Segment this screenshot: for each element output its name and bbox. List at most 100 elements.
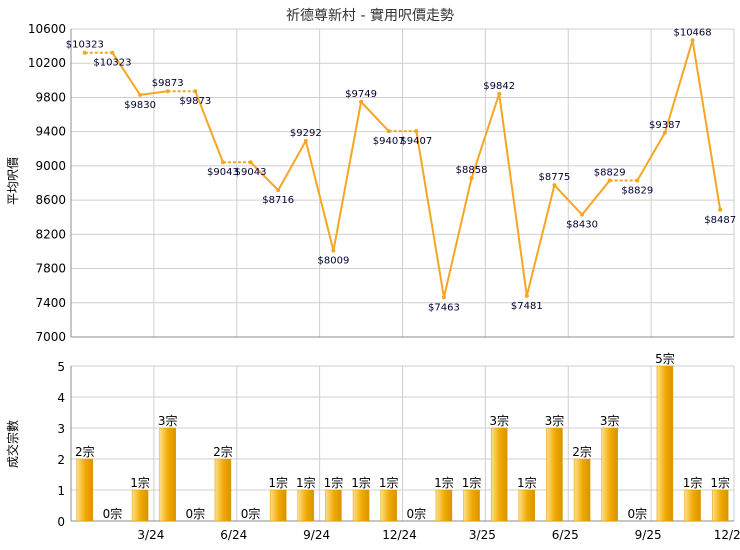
price-data-label: $9292 xyxy=(290,128,322,139)
y-tick-label: 9000 xyxy=(35,159,66,173)
price-data-label: $8775 xyxy=(539,172,571,183)
bar-data-label: 3宗 xyxy=(600,413,620,428)
transaction-bar xyxy=(214,458,232,522)
price-data-label: $9387 xyxy=(649,120,681,131)
bar-data-label: 1宗 xyxy=(324,475,344,490)
x-tick-label: 9/25 xyxy=(635,528,662,542)
bar-data-label: 0宗 xyxy=(406,506,426,521)
price-data-label: $10323 xyxy=(66,40,104,51)
bar-data-label: 0宗 xyxy=(103,506,123,521)
transaction-bar-series: 2宗 0宗 1宗 3宗 0宗 2宗 0宗 1宗 1宗 1宗 1宗 1宗 0宗 1宗 1宗 3宗 1宗 3宗 2宗 3宗… xyxy=(75,351,730,522)
price-data-label: $9873 xyxy=(152,78,184,89)
price-data-label: $8858 xyxy=(456,165,488,176)
price-point xyxy=(248,160,253,165)
line-segment xyxy=(194,90,224,163)
y-tick-label: 8200 xyxy=(35,227,66,241)
y-tick-label: 5 xyxy=(57,360,65,374)
price-data-label: $9407 xyxy=(400,136,432,147)
bar-data-label: 3宗 xyxy=(545,413,565,428)
x-tick-label: 9/24 xyxy=(303,528,330,542)
x-tick-label: 6/25 xyxy=(552,528,579,542)
bar-data-label: 1宗 xyxy=(351,475,371,490)
transaction-bar xyxy=(518,489,536,522)
transaction-bar xyxy=(573,458,591,522)
transaction-bar xyxy=(684,489,701,522)
transaction-bar xyxy=(711,489,729,522)
line-segment xyxy=(498,93,528,296)
price-data-label: $8487 xyxy=(704,215,736,226)
bar-data-label: 3宗 xyxy=(158,413,178,428)
bar-data-label: 1宗 xyxy=(710,475,730,490)
price-data-label: $8829 xyxy=(594,168,626,179)
price-point xyxy=(276,188,281,193)
price-point xyxy=(331,248,336,253)
line-segment xyxy=(415,130,445,298)
transaction-bar xyxy=(325,489,342,522)
bar-data-label: 2宗 xyxy=(213,444,233,459)
price-point xyxy=(690,38,695,43)
price-point xyxy=(718,207,723,212)
price-point xyxy=(552,183,557,188)
line-segment xyxy=(553,184,583,216)
price-point xyxy=(110,50,115,55)
price-data-label: $9043 xyxy=(207,167,239,178)
line-segment xyxy=(277,140,307,191)
price-line-series: $10323 $10323 $9830 $9873 $9873 $9043$9043 $87… xyxy=(66,27,736,313)
line-segment xyxy=(304,140,335,251)
transaction-bar xyxy=(463,489,480,522)
x-tick-label: 6/24 xyxy=(220,528,247,542)
line-segment xyxy=(360,101,390,132)
bar-data-label: 2宗 xyxy=(572,444,592,459)
y-tick-label: 4 xyxy=(57,391,65,405)
y-tick-label: 10600 xyxy=(28,22,66,36)
price-data-label: $9842 xyxy=(483,81,515,92)
price-point xyxy=(165,89,170,94)
price-data-label: $8829 xyxy=(621,186,653,197)
bar-chart-axes: 0 1 2 3 4 5 3/24 6/24 9/24 12/24 3/25 6/25 9/25 12/25 xyxy=(57,360,740,542)
price-data-label: $9873 xyxy=(179,96,211,107)
x-tick-label: 3/24 xyxy=(137,528,164,542)
price-data-label: $8430 xyxy=(566,220,598,231)
price-point xyxy=(441,295,446,300)
price-point xyxy=(138,92,143,97)
line-segment xyxy=(663,40,694,134)
line-segment xyxy=(470,93,501,179)
price-point xyxy=(580,212,585,217)
line-segment xyxy=(332,101,363,251)
price-data-label: $7481 xyxy=(511,301,543,312)
price-point xyxy=(662,130,667,135)
line-segment xyxy=(636,132,666,182)
x-tick-label: 12/25 xyxy=(714,528,740,542)
price-data-label: $9407 xyxy=(373,136,405,147)
bar-data-label: 0宗 xyxy=(627,506,647,521)
price-data-label: $8009 xyxy=(318,256,350,267)
price-point xyxy=(359,99,364,104)
bar-data-label: 1宗 xyxy=(296,475,316,490)
y-tick-label: 0 xyxy=(57,515,65,529)
bar-data-label: 1宗 xyxy=(268,475,288,490)
price-data-label: $9749 xyxy=(345,89,377,100)
bar-data-label: 5宗 xyxy=(655,351,675,366)
line-segment xyxy=(581,179,611,216)
transaction-bar xyxy=(269,489,287,522)
y-tick-label: 7400 xyxy=(35,296,66,310)
bar-data-label: 1宗 xyxy=(130,475,150,490)
bar-chart-grid xyxy=(71,365,735,522)
price-point xyxy=(607,178,612,183)
price-point xyxy=(220,160,225,165)
price-data-label: $10323 xyxy=(93,58,131,69)
price-point xyxy=(497,91,502,96)
price-point xyxy=(414,129,419,134)
line-chart-grid xyxy=(71,28,735,338)
bar-y-axis-label: 成交宗數 xyxy=(5,420,20,468)
price-point xyxy=(193,89,198,94)
price-point xyxy=(303,138,308,143)
line-segment xyxy=(525,184,556,297)
bar-data-label: 0宗 xyxy=(185,506,205,521)
bar-data-label: 1宗 xyxy=(462,475,482,490)
y-tick-label: 8600 xyxy=(35,193,66,207)
price-data-label: $9830 xyxy=(124,100,156,111)
line-segment xyxy=(139,90,168,96)
price-data-label: $9043 xyxy=(235,167,267,178)
